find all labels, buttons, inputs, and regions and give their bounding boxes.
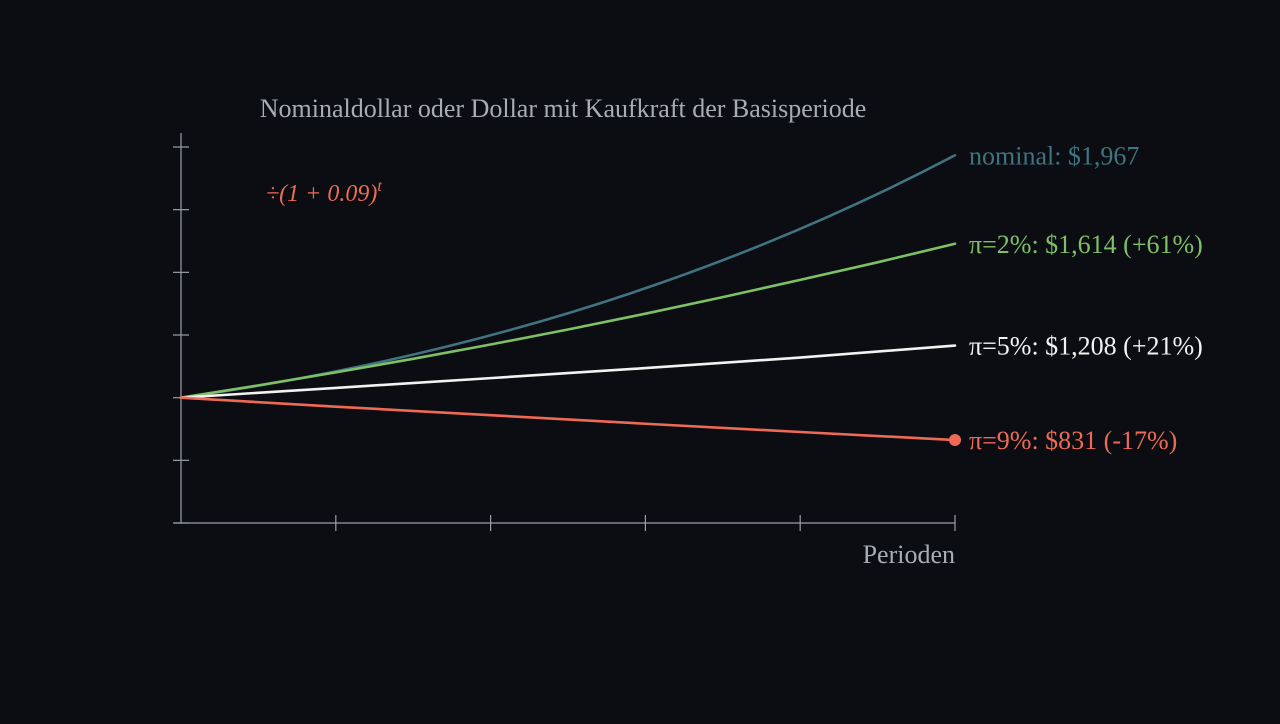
series-label-pi9: π=9%: $831 (-17%) (969, 426, 1177, 455)
x-axis-label: Perioden (863, 540, 955, 569)
series-group (179, 153, 961, 447)
deflator-formula: ÷(1 + 0.09) (266, 181, 377, 207)
series-line-pi2 (179, 242, 957, 399)
series-label-nominal: nominal: $1,967 (969, 141, 1139, 170)
series-labels: nominal: $1,967 π=2%: $1,614 (+61%) π=5%: … (969, 141, 1203, 455)
y-ticks (173, 146, 189, 524)
deflator-exponent: t (377, 178, 382, 195)
x-ticks (335, 515, 956, 531)
deflator-annotation: ÷(1 + 0.09)t (266, 178, 382, 207)
series-label-pi2: π=2%: $1,614 (+61%) (969, 230, 1203, 259)
series-label-pi5: π=5%: $1,208 (+21%) (969, 332, 1203, 361)
chart-title: Nominaldollar oder Dollar mit Kaufkraft … (260, 94, 866, 123)
series-line-pi5 (179, 344, 957, 399)
series-line-pi9 (179, 396, 957, 442)
endpoint-marker-pi9 (949, 434, 961, 447)
